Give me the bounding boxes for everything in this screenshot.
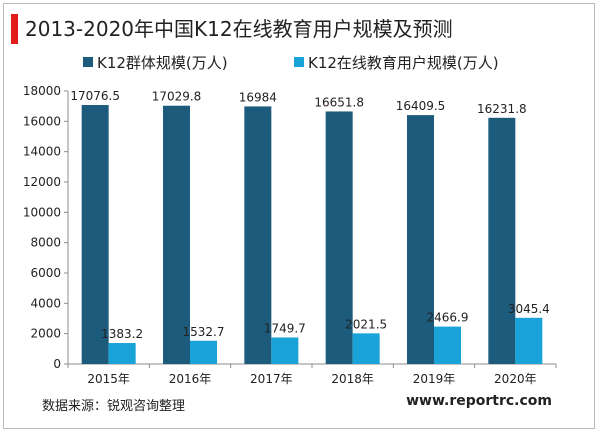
website-watermark: www.reportrc.com — [406, 393, 552, 409]
x-tick-label: 2016年 — [169, 372, 212, 386]
data-source-note: 数据来源：锐观咨询整理 — [42, 399, 186, 414]
x-tick-label: 2017年 — [250, 372, 293, 386]
data-label-series-2: 1383.2 — [101, 327, 143, 341]
data-label-series-2: 3045.4 — [508, 302, 550, 316]
data-label-series-1: 16409.5 — [396, 99, 446, 113]
y-tick-label: 10000 — [23, 205, 61, 219]
x-tick-label: 2019年 — [413, 372, 456, 386]
y-tick-label: 6000 — [30, 266, 61, 280]
y-tick-label: 14000 — [23, 145, 61, 159]
bar-series-1 — [407, 115, 434, 364]
y-tick-label: 4000 — [30, 296, 61, 310]
y-tick-label: 2000 — [30, 327, 61, 341]
data-label-series-2: 1749.7 — [264, 321, 306, 335]
y-tick-label: 8000 — [30, 236, 61, 250]
chart-title: 2013-2020年中国K12在线教育用户规模及预测 — [25, 17, 453, 41]
data-label-series-1: 16231.8 — [477, 102, 527, 116]
data-label-series-1: 17029.8 — [152, 90, 202, 104]
y-tick-label: 12000 — [23, 175, 61, 189]
bar-series-1 — [81, 105, 109, 365]
x-tick-label: 2015年 — [87, 372, 130, 386]
bar-series-1 — [244, 106, 272, 364]
x-tick-label: 2018年 — [331, 372, 374, 386]
bar-series-2 — [352, 333, 380, 364]
bar-series-2 — [271, 337, 299, 364]
data-label-series-1: 16984 — [239, 90, 277, 104]
data-label-series-1: 16651.8 — [314, 95, 364, 109]
legend-item-series-1: K12群体规模(万人) — [83, 52, 228, 72]
x-tick-label: 2020年 — [494, 372, 537, 386]
legend-swatch-series-2 — [294, 57, 304, 67]
legend-item-series-2: K12在线教育用户规模(万人) — [294, 52, 499, 72]
legend-label-series-2: K12在线教育用户规模(万人) — [308, 53, 499, 72]
legend-label-series-1: K12群体规模(万人) — [97, 53, 228, 72]
data-label-series-2: 2466.9 — [427, 311, 469, 325]
y-tick-label: 0 — [53, 357, 61, 371]
bar-series-2 — [190, 340, 217, 364]
bar-series-2 — [108, 343, 136, 364]
data-label-series-2: 2021.5 — [345, 317, 387, 331]
bar-series-1 — [163, 105, 190, 365]
bar-series-2 — [434, 326, 461, 364]
y-tick-label: 16000 — [23, 114, 61, 128]
legend-swatch-series-1 — [83, 57, 93, 67]
data-label-series-1: 17076.5 — [70, 89, 120, 103]
y-tick-label: 18000 — [23, 84, 61, 98]
bar-series-1 — [325, 111, 353, 365]
bar-series-1 — [488, 117, 516, 364]
data-label-series-2: 1532.7 — [183, 325, 225, 339]
bar-series-2 — [515, 317, 543, 364]
title-accent-bar — [11, 14, 18, 44]
